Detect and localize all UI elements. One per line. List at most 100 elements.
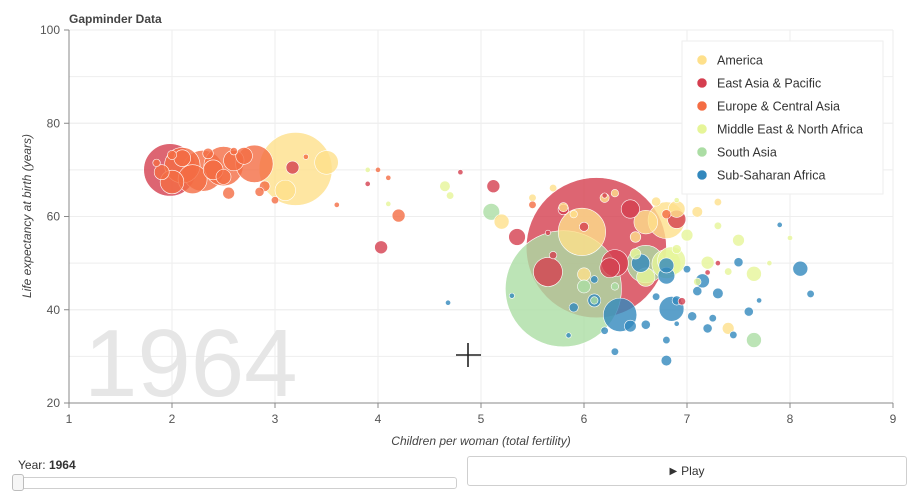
x-axis-title: Children per woman (total fertility) bbox=[391, 434, 570, 448]
legend: America East Asia & Pacific Europe & Centr… bbox=[681, 40, 884, 195]
data-bubble bbox=[549, 251, 558, 260]
data-bubble bbox=[712, 287, 724, 300]
data-bubble bbox=[391, 208, 406, 223]
data-bubble bbox=[673, 320, 680, 327]
legend-swatch bbox=[696, 169, 708, 181]
data-bubble bbox=[590, 296, 599, 305]
data-bubble bbox=[700, 255, 715, 270]
data-bubble bbox=[633, 209, 658, 235]
data-bubble bbox=[544, 229, 551, 236]
data-bubble bbox=[375, 166, 381, 173]
data-bubble bbox=[691, 206, 703, 218]
data-bubble bbox=[671, 244, 682, 255]
data-bubble bbox=[651, 196, 661, 207]
data-bubble bbox=[652, 292, 661, 301]
play-button[interactable]: ▶ Play bbox=[467, 456, 907, 486]
data-bubble bbox=[314, 150, 339, 175]
chart-title: Gapminder Data bbox=[69, 12, 162, 26]
data-bubble bbox=[776, 221, 783, 228]
data-bubble bbox=[577, 279, 591, 294]
data-bubble bbox=[482, 203, 500, 221]
data-bubble bbox=[568, 302, 579, 313]
y-tick-label: 20 bbox=[47, 396, 61, 410]
data-bubble bbox=[285, 160, 300, 175]
data-bubble bbox=[787, 234, 793, 241]
data-bubble bbox=[620, 199, 640, 219]
x-tick-label: 5 bbox=[478, 412, 485, 426]
x-tick-label: 6 bbox=[581, 412, 588, 426]
data-bubble bbox=[721, 322, 735, 335]
data-bubble bbox=[493, 213, 510, 230]
legend-label: South Asia bbox=[717, 146, 777, 160]
data-bubble bbox=[590, 275, 599, 284]
data-bubble bbox=[528, 200, 537, 209]
y-tick-label: 60 bbox=[47, 210, 61, 224]
legend-label: Sub-Saharan Africa bbox=[717, 169, 825, 183]
data-bubble bbox=[153, 164, 170, 181]
data-bubble bbox=[439, 180, 451, 192]
x-tick-label: 3 bbox=[272, 412, 279, 426]
legend-label: Middle East & North Africa bbox=[717, 123, 863, 137]
data-bubble bbox=[235, 147, 253, 165]
y-tick-label: 100 bbox=[40, 23, 60, 37]
data-bubble bbox=[274, 179, 296, 201]
year-slider-track[interactable] bbox=[14, 477, 457, 489]
year-value: 1964 bbox=[48, 458, 76, 472]
data-bubble bbox=[508, 228, 526, 246]
data-bubble bbox=[792, 260, 809, 277]
data-bubble bbox=[229, 147, 238, 156]
legend-swatch bbox=[696, 146, 708, 158]
x-tick-label: 7 bbox=[684, 412, 691, 426]
data-bubble bbox=[446, 191, 455, 200]
data-bubble bbox=[333, 201, 340, 208]
y-tick-label: 40 bbox=[47, 303, 61, 317]
year-watermark: 1964 bbox=[84, 310, 298, 417]
data-bubble bbox=[682, 265, 692, 274]
data-bubble bbox=[167, 150, 177, 160]
data-bubble bbox=[713, 197, 722, 207]
data-bubble bbox=[746, 332, 762, 348]
data-bubble bbox=[558, 202, 569, 213]
data-bubble bbox=[708, 314, 717, 323]
data-bubble bbox=[565, 332, 572, 339]
x-tick-label: 8 bbox=[787, 412, 794, 426]
data-bubble bbox=[202, 147, 214, 160]
data-bubble bbox=[173, 149, 191, 167]
data-bubble bbox=[610, 282, 619, 291]
data-bubble bbox=[254, 186, 265, 197]
data-bubble bbox=[724, 267, 733, 276]
data-bubble bbox=[704, 269, 711, 276]
x-tick-label: 4 bbox=[375, 412, 382, 426]
data-bubble bbox=[756, 297, 763, 304]
data-bubble bbox=[677, 297, 686, 306]
data-bubble bbox=[152, 158, 161, 167]
data-bubble bbox=[364, 166, 371, 173]
data-bubble bbox=[658, 257, 675, 274]
data-bubble bbox=[222, 186, 235, 200]
data-bubble bbox=[508, 292, 515, 299]
data-bubble bbox=[702, 323, 713, 334]
data-bubble bbox=[662, 336, 671, 345]
data-bubble bbox=[374, 240, 388, 255]
data-bubble bbox=[687, 311, 698, 322]
data-bubble bbox=[629, 231, 642, 243]
data-bubble bbox=[733, 257, 744, 268]
data-bubble bbox=[673, 197, 680, 204]
data-bubble bbox=[385, 174, 392, 181]
y-axis-title: Life expectancy at birth (years) bbox=[20, 134, 34, 298]
data-bubble bbox=[629, 248, 642, 260]
crosshair-cursor bbox=[456, 343, 481, 367]
data-bubble bbox=[766, 260, 773, 267]
legend-swatch bbox=[696, 123, 708, 135]
year-display: Year: 1964 bbox=[18, 458, 76, 472]
legend-swatch bbox=[696, 77, 708, 89]
legend-label: America bbox=[717, 54, 763, 68]
data-bubble bbox=[528, 193, 537, 202]
x-tick-label: 1 bbox=[66, 412, 73, 426]
year-slider-handle[interactable] bbox=[12, 474, 24, 491]
data-bubble bbox=[692, 286, 703, 296]
legend-label: Europe & Central Asia bbox=[717, 100, 840, 114]
data-bubble bbox=[743, 306, 754, 317]
data-bubble bbox=[577, 267, 591, 282]
data-bubble bbox=[557, 207, 606, 256]
